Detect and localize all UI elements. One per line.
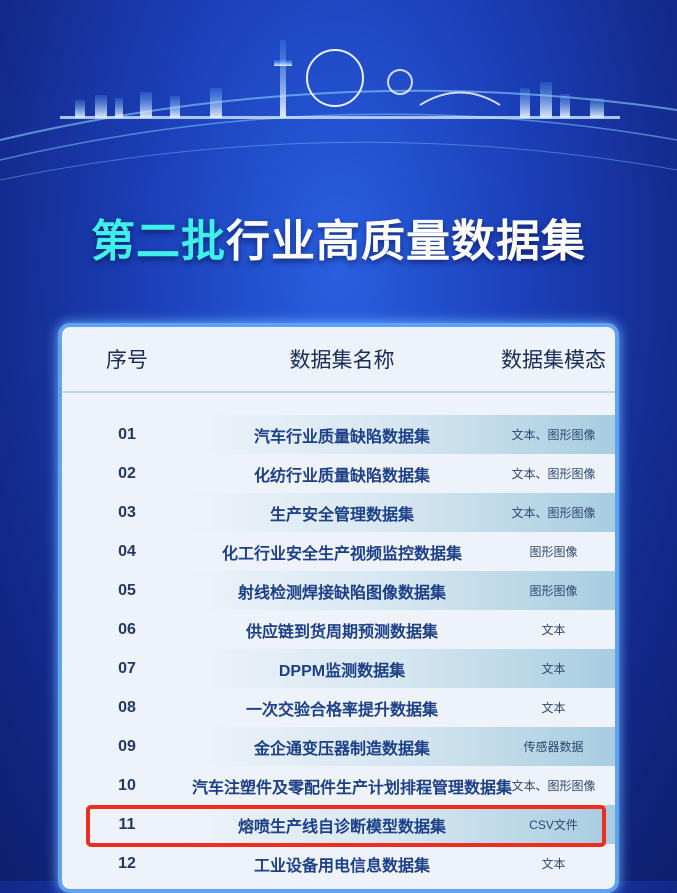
dataset-modality: 文本、图形图像 bbox=[511, 779, 596, 793]
dataset-name: 化纺行业质量缺陷数据集 bbox=[253, 467, 430, 485]
table-row: 08 一次交验合格率提升数据集 文本 bbox=[62, 688, 615, 727]
city-skyline-banner bbox=[0, 40, 677, 181]
dataset-name: 汽车行业质量缺陷数据集 bbox=[253, 428, 430, 446]
table-row: 06 供应链到货周期预测数据集 文本 bbox=[62, 610, 615, 649]
table-row: 09 金企通变压器制造数据集 传感器数据 bbox=[62, 727, 615, 766]
row-number: 06 bbox=[118, 620, 136, 638]
table-row: 02 化纺行业质量缺陷数据集 文本、图形图像 bbox=[62, 454, 615, 493]
row-number: 05 bbox=[118, 581, 136, 599]
table-row: 11 熔喷生产线自诊断模型数据集 CSV文件 bbox=[62, 805, 615, 844]
table-row: 04 化工行业安全生产视频监控数据集 图形图像 bbox=[62, 532, 615, 571]
dataset-modality: 文本 bbox=[541, 701, 566, 715]
dataset-name: 金企通变压器制造数据集 bbox=[253, 740, 430, 758]
table-header: 序号 数据集名称 数据集模态 bbox=[62, 327, 615, 393]
title-highlight: 第二批 bbox=[91, 217, 226, 266]
header-name: 数据集名称 bbox=[289, 349, 395, 372]
dataset-modality: 文本 bbox=[541, 623, 566, 637]
row-number: 09 bbox=[118, 737, 136, 755]
dataset-name: 射线检测焊接缺陷图像数据集 bbox=[237, 584, 446, 602]
dataset-modality: 图形图像 bbox=[529, 584, 578, 598]
dataset-modality: 图形图像 bbox=[529, 545, 578, 559]
table-body: 01 汽车行业质量缺陷数据集 文本、图形图像 02 化纺行业质量缺陷数据集 文本、图形图像… bbox=[62, 415, 615, 883]
dataset-modality: CSV文件 bbox=[529, 818, 578, 832]
dataset-modality: 文本、图形图像 bbox=[511, 506, 596, 520]
dataset-name: 化工行业安全生产视频监控数据集 bbox=[221, 545, 462, 563]
row-number: 08 bbox=[118, 698, 136, 716]
title-rest: 行业高质量数据集 bbox=[226, 217, 586, 266]
dataset-modality: 文本 bbox=[541, 662, 566, 676]
table-row: 10 汽车注塑件及零配件生产计划排程管理数据集 文本、图形图像 bbox=[62, 766, 615, 805]
dataset-name: 一次交验合格率提升数据集 bbox=[245, 701, 438, 719]
table-row: 05 射线检测焊接缺陷图像数据集 图形图像 bbox=[62, 571, 615, 610]
table-row: 07 DPPM监测数据集 文本 bbox=[62, 649, 615, 688]
row-number: 12 bbox=[118, 854, 136, 872]
row-number: 11 bbox=[118, 815, 136, 833]
row-number: 01 bbox=[118, 425, 136, 443]
table-row: 03 生产安全管理数据集 文本、图形图像 bbox=[62, 493, 615, 532]
header-modality: 数据集模态 bbox=[501, 349, 606, 372]
dataset-name: DPPM监测数据集 bbox=[278, 662, 406, 680]
dataset-name: 熔喷生产线自诊断模型数据集 bbox=[237, 818, 446, 836]
row-number: 02 bbox=[118, 464, 136, 482]
dataset-name: 供应链到货周期预测数据集 bbox=[245, 623, 438, 641]
dataset-name: 工业设备用电信息数据集 bbox=[253, 857, 430, 875]
row-number: 07 bbox=[118, 659, 136, 677]
dataset-name: 汽车注塑件及零配件生产计划排程管理数据集 bbox=[192, 779, 513, 797]
dataset-modality: 文本 bbox=[541, 857, 566, 871]
table-row: 12 工业设备用电信息数据集 文本 bbox=[62, 844, 615, 883]
dataset-modality: 文本、图形图像 bbox=[511, 467, 596, 481]
dataset-modality: 传感器数据 bbox=[523, 740, 584, 754]
row-number: 03 bbox=[118, 503, 136, 521]
row-number: 10 bbox=[118, 776, 136, 794]
header-no: 序号 bbox=[106, 349, 148, 372]
row-number: 04 bbox=[118, 542, 136, 560]
dataset-modality: 文本、图形图像 bbox=[511, 428, 596, 442]
highlight-box bbox=[86, 805, 606, 847]
page-title: 第二批行业高质量数据集 bbox=[0, 205, 677, 269]
dataset-name: 生产安全管理数据集 bbox=[269, 506, 414, 524]
table-row: 01 汽车行业质量缺陷数据集 文本、图形图像 bbox=[62, 415, 615, 454]
